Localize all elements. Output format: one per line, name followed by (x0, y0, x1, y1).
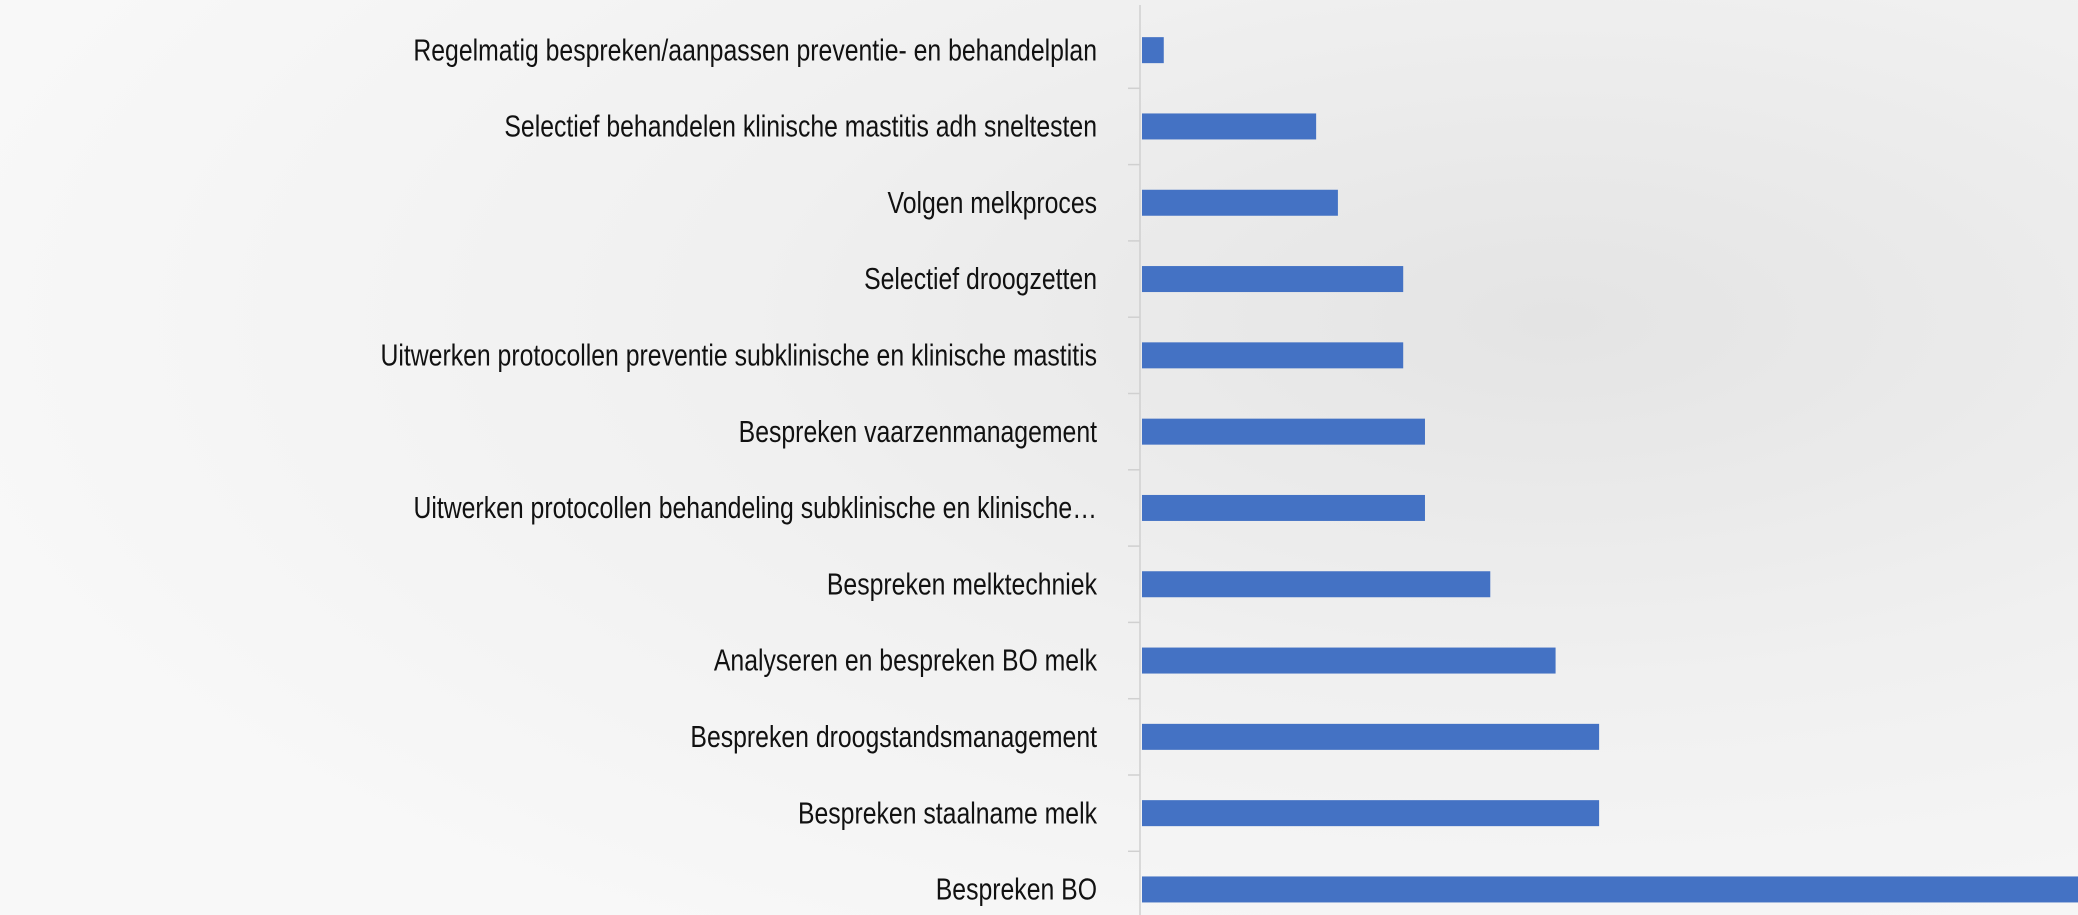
y-tick-label: Bespreken BO (936, 872, 1097, 906)
y-tick-label: Analyseren en bespreken BO melk (714, 643, 1098, 677)
y-tick-label: Uitwerken protocollen preventie subklini… (380, 338, 1097, 372)
bar (1142, 800, 1600, 827)
y-tick-label: Bespreken melktechniek (827, 567, 1098, 601)
bar (1142, 113, 1317, 140)
y-tick-label: Bespreken droogstandsmanagement (690, 719, 1097, 753)
bar (1142, 342, 1404, 369)
bar (1142, 37, 1164, 64)
bar (1142, 189, 1338, 216)
bar (1142, 494, 1425, 521)
bar (1142, 723, 1600, 750)
y-tick-label: Selectief behandelen klinische mastitis … (504, 109, 1097, 143)
y-tick-label: Bespreken vaarzenmanagement (739, 414, 1097, 448)
bar (1142, 647, 1556, 674)
bar (1142, 876, 2078, 903)
y-tick-label: Selectief droogzetten (864, 262, 1097, 296)
y-tick-label: Uitwerken protocollen behandeling subkli… (413, 491, 1097, 525)
y-tick-label: Regelmatig bespreken/aanpassen preventie… (413, 33, 1097, 67)
bar (1142, 266, 1404, 293)
bar (1142, 571, 1491, 598)
y-tick-label: Bespreken staalname melk (798, 796, 1098, 830)
y-tick-label: Volgen melkproces (888, 185, 1097, 219)
bar (1142, 418, 1425, 445)
